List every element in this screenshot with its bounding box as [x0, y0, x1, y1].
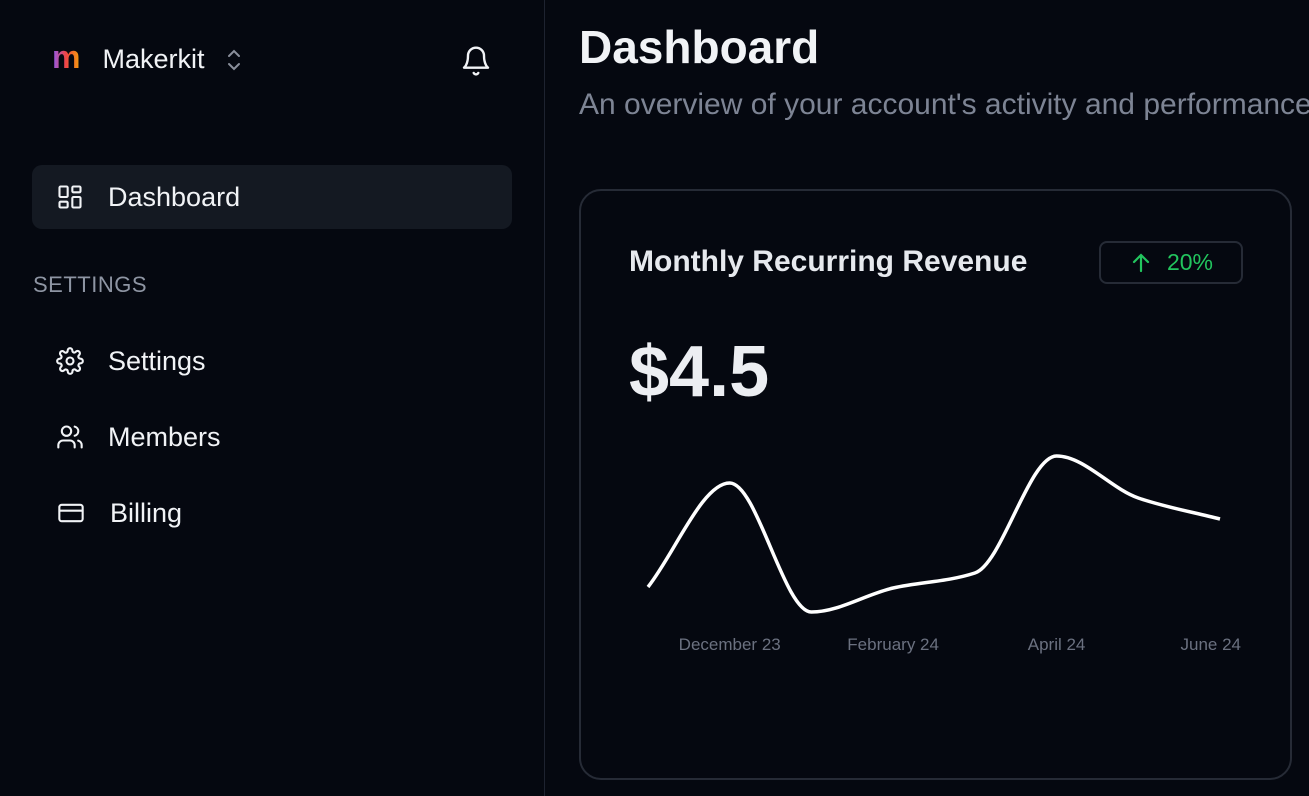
trend-badge: 20%: [1099, 241, 1243, 284]
trend-value: 20%: [1166, 249, 1214, 275]
card-title: Monthly Recurring Revenue: [629, 245, 1028, 278]
sidebar-item-label: Billing: [110, 497, 183, 528]
account-name: Makerkit: [102, 44, 205, 74]
x-tick-label: December 23: [679, 635, 781, 654]
mrr-card: Monthly Recurring Revenue 20% $4.5: [579, 189, 1292, 780]
arrow-up-icon: [1132, 252, 1150, 272]
x-tick-label: June 24: [1181, 635, 1242, 654]
revenue-line: [646, 454, 1221, 614]
sidebar-item-label: Members: [108, 421, 221, 452]
x-tick-label: February 24: [847, 635, 939, 654]
sidebar-item-settings[interactable]: Settings: [32, 329, 512, 393]
sidebar: m Makerkit Dashboard SETTINGS Settings M…: [0, 0, 545, 796]
page-subtitle: An overview of your account's activity a…: [579, 88, 1309, 121]
sidebar-item-label: Settings: [108, 345, 206, 376]
layout-dashboard-icon: [58, 185, 82, 209]
users-icon: [57, 425, 83, 449]
settings-section-title: SETTINGS: [33, 272, 148, 297]
account-switcher[interactable]: m Makerkit: [52, 38, 242, 75]
chevrons-up-down-icon: [228, 49, 241, 70]
sidebar-item-members[interactable]: Members: [32, 405, 512, 469]
makerkit-logo: m: [52, 38, 81, 75]
mrr-value: $4.5: [629, 332, 770, 412]
sidebar-item-label: Dashboard: [108, 181, 241, 212]
gear-icon: [56, 347, 84, 375]
page-title: Dashboard: [579, 21, 820, 73]
bell-icon[interactable]: [460, 44, 492, 78]
sidebar-item-billing[interactable]: Billing: [32, 481, 512, 545]
sidebar-item-dashboard[interactable]: Dashboard: [32, 165, 512, 229]
credit-card-icon: [58, 503, 84, 523]
x-tick-label: April 24: [1028, 635, 1086, 654]
